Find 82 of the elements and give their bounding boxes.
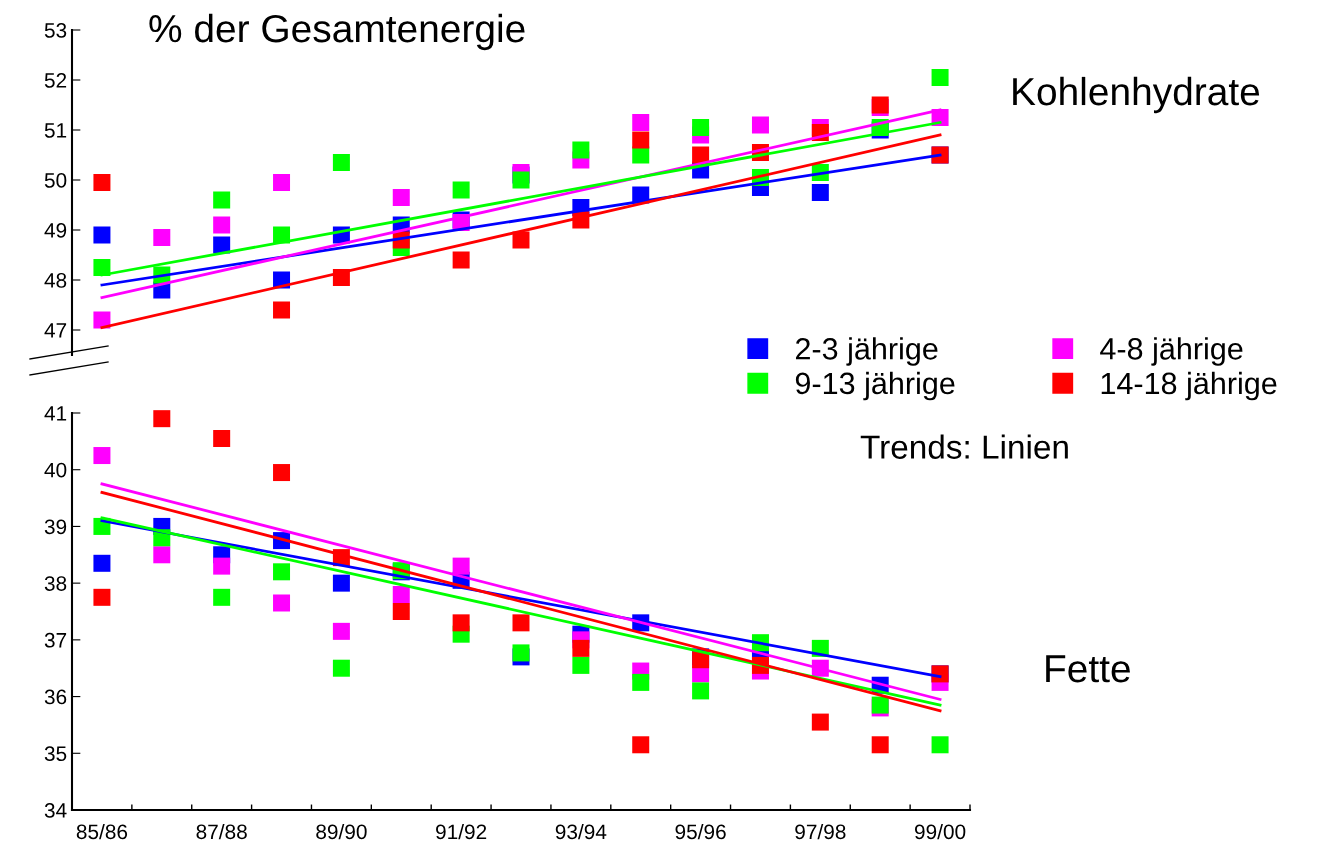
point <box>93 447 111 465</box>
point <box>213 216 231 234</box>
point <box>871 736 889 754</box>
annotation: Trends: Linien <box>860 434 1068 459</box>
point <box>572 656 590 674</box>
point <box>811 183 829 202</box>
point <box>392 602 410 621</box>
point <box>572 141 590 159</box>
point <box>931 736 949 754</box>
point <box>452 557 470 575</box>
y-tick-label: 53 <box>44 23 67 38</box>
point <box>931 68 949 87</box>
x-tick-label: 93/94 <box>555 823 607 840</box>
point <box>512 231 530 249</box>
point <box>751 116 769 134</box>
x-tick-label: 87/88 <box>196 823 247 840</box>
y-tick-label: 51 <box>44 123 67 138</box>
y-tick-label: 34 <box>44 803 67 818</box>
point <box>512 614 530 632</box>
point <box>572 639 590 657</box>
chart-title: % der Gesamtenergie <box>149 13 525 51</box>
point <box>93 258 111 277</box>
point <box>692 118 710 137</box>
legend-label: 9-13 jährige <box>795 371 955 401</box>
x-tick-label: 89/90 <box>316 823 367 840</box>
point <box>632 673 650 691</box>
point <box>93 554 111 572</box>
point <box>93 226 111 244</box>
legend-label: 4-8 jährige <box>1100 337 1243 366</box>
point <box>632 131 650 149</box>
point <box>811 713 829 731</box>
text: Fette <box>1046 655 1130 683</box>
point <box>213 191 231 209</box>
legend-label: 2-3 jährige <box>795 337 938 366</box>
point <box>273 594 291 612</box>
point <box>452 251 470 269</box>
legend-label: 14-18 jährige <box>1101 371 1277 401</box>
x-tick-label: 91/92 <box>436 823 487 840</box>
point <box>213 430 231 448</box>
y-tick-label: 38 <box>44 576 67 591</box>
point <box>332 153 350 172</box>
y-tick-label: 39 <box>44 519 67 535</box>
x-tick-label: 85/86 <box>76 823 128 840</box>
y-tick-label: 41 <box>44 406 67 421</box>
point <box>392 585 410 603</box>
point <box>213 557 231 575</box>
point <box>452 614 470 632</box>
point <box>153 228 171 247</box>
point <box>512 644 530 662</box>
point <box>93 173 111 192</box>
y-tick-label: 50 <box>44 173 67 188</box>
point <box>392 188 410 207</box>
point <box>332 574 350 592</box>
point <box>632 736 650 754</box>
point <box>153 410 171 428</box>
point <box>273 464 291 482</box>
x-tick-label: 95/96 <box>675 823 726 840</box>
point <box>332 659 350 677</box>
y-tick-label: 49 <box>44 223 67 238</box>
point <box>153 546 171 564</box>
y-tick-label: 40 <box>44 462 67 478</box>
y-tick-label: 37 <box>44 632 67 648</box>
point <box>632 113 650 132</box>
point <box>93 588 111 606</box>
text: Kohlenhydrate <box>1013 76 1260 114</box>
point <box>213 588 231 606</box>
y-tick-label: 47 <box>44 323 67 338</box>
y-tick-label: 52 <box>44 73 67 88</box>
point <box>692 682 710 700</box>
point <box>332 622 350 640</box>
x-tick-label: 97/98 <box>795 823 846 840</box>
x-tick-label: 99/00 <box>914 823 966 840</box>
y-tick-label: 48 <box>44 273 67 288</box>
y-tick-label: 36 <box>44 689 67 705</box>
point <box>452 181 470 199</box>
y-tick-label: 35 <box>44 746 67 762</box>
point <box>512 171 530 189</box>
point <box>273 301 291 319</box>
point <box>273 563 291 581</box>
point <box>93 311 111 329</box>
point <box>273 226 291 244</box>
point <box>273 173 291 192</box>
